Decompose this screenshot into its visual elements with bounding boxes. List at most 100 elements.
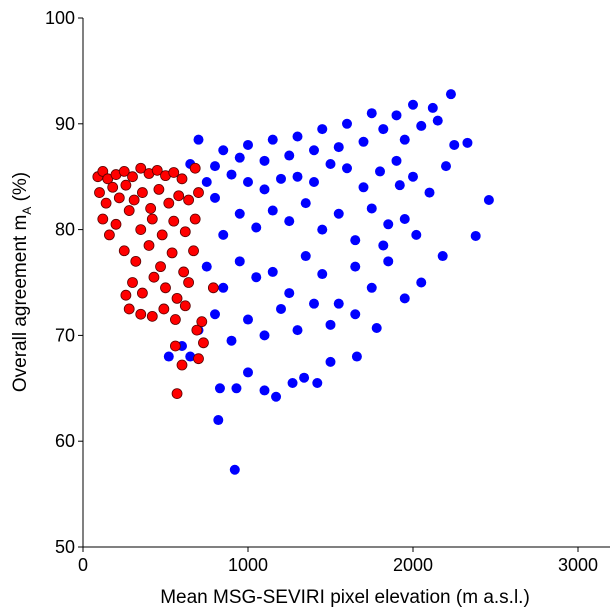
point	[166, 247, 178, 259]
point	[391, 110, 402, 121]
point	[366, 282, 377, 293]
point	[128, 194, 140, 206]
point	[234, 208, 245, 219]
point	[317, 224, 328, 235]
point	[243, 139, 253, 150]
point	[218, 145, 229, 156]
point	[123, 303, 135, 315]
point	[399, 214, 410, 225]
point	[416, 120, 427, 131]
point	[243, 367, 253, 378]
point	[153, 183, 165, 195]
point	[416, 277, 427, 288]
point	[179, 300, 191, 312]
point	[201, 261, 212, 272]
point	[462, 137, 473, 148]
point	[214, 383, 225, 394]
point	[312, 378, 323, 389]
y-tick-label: 60	[55, 431, 75, 451]
point	[292, 325, 303, 336]
point	[251, 272, 262, 283]
point	[169, 314, 181, 325]
point	[135, 308, 147, 320]
point	[178, 266, 190, 278]
point	[123, 205, 135, 216]
point	[378, 124, 389, 135]
point	[378, 240, 389, 251]
point	[350, 309, 361, 320]
point	[231, 383, 242, 394]
point	[188, 245, 199, 257]
point	[259, 184, 270, 195]
point	[189, 213, 201, 225]
y-tick-label: 70	[55, 325, 75, 345]
point	[317, 124, 328, 135]
point	[437, 251, 448, 262]
point	[408, 171, 418, 182]
point	[207, 282, 219, 294]
point	[267, 266, 278, 277]
y-axis-label-sub: A	[20, 207, 34, 215]
point	[259, 155, 270, 166]
point	[118, 245, 130, 257]
point	[234, 256, 245, 267]
point	[143, 240, 155, 251]
point	[94, 187, 105, 198]
point	[333, 208, 344, 219]
point	[176, 173, 188, 185]
point	[284, 150, 295, 161]
point	[371, 322, 382, 333]
point	[483, 194, 494, 205]
x-tick-label: 0	[78, 555, 88, 575]
point	[135, 224, 147, 236]
point	[169, 340, 181, 352]
point	[135, 162, 147, 174]
point	[226, 169, 237, 180]
point	[100, 197, 112, 209]
point	[267, 205, 278, 216]
point	[350, 235, 361, 246]
point	[411, 229, 422, 240]
point	[210, 161, 220, 172]
point	[325, 319, 336, 330]
point	[366, 203, 377, 214]
point	[309, 298, 319, 309]
point	[176, 359, 188, 371]
x-tick-label: 1000	[228, 555, 268, 575]
point	[120, 289, 132, 301]
point	[198, 337, 209, 349]
point	[325, 356, 336, 367]
point	[375, 166, 385, 177]
point	[276, 173, 286, 184]
point	[189, 162, 201, 174]
point	[333, 298, 344, 309]
point	[113, 192, 125, 204]
point	[171, 388, 183, 399]
point	[259, 330, 270, 341]
point	[151, 164, 163, 176]
point	[309, 176, 319, 187]
point	[284, 288, 295, 299]
point	[210, 309, 220, 320]
point	[193, 134, 204, 145]
point	[299, 372, 310, 383]
point	[145, 203, 157, 214]
point	[173, 190, 185, 202]
point	[267, 134, 278, 145]
point	[218, 282, 229, 293]
point	[146, 213, 158, 225]
point	[156, 229, 168, 241]
y-tick-label: 80	[55, 220, 75, 240]
point	[284, 216, 295, 227]
point	[292, 171, 303, 182]
point	[276, 303, 286, 314]
point	[470, 230, 481, 241]
point	[243, 314, 253, 325]
point	[155, 261, 166, 273]
point	[171, 292, 183, 304]
point	[383, 219, 394, 230]
point	[136, 287, 148, 299]
point	[325, 159, 336, 170]
point	[441, 161, 451, 172]
